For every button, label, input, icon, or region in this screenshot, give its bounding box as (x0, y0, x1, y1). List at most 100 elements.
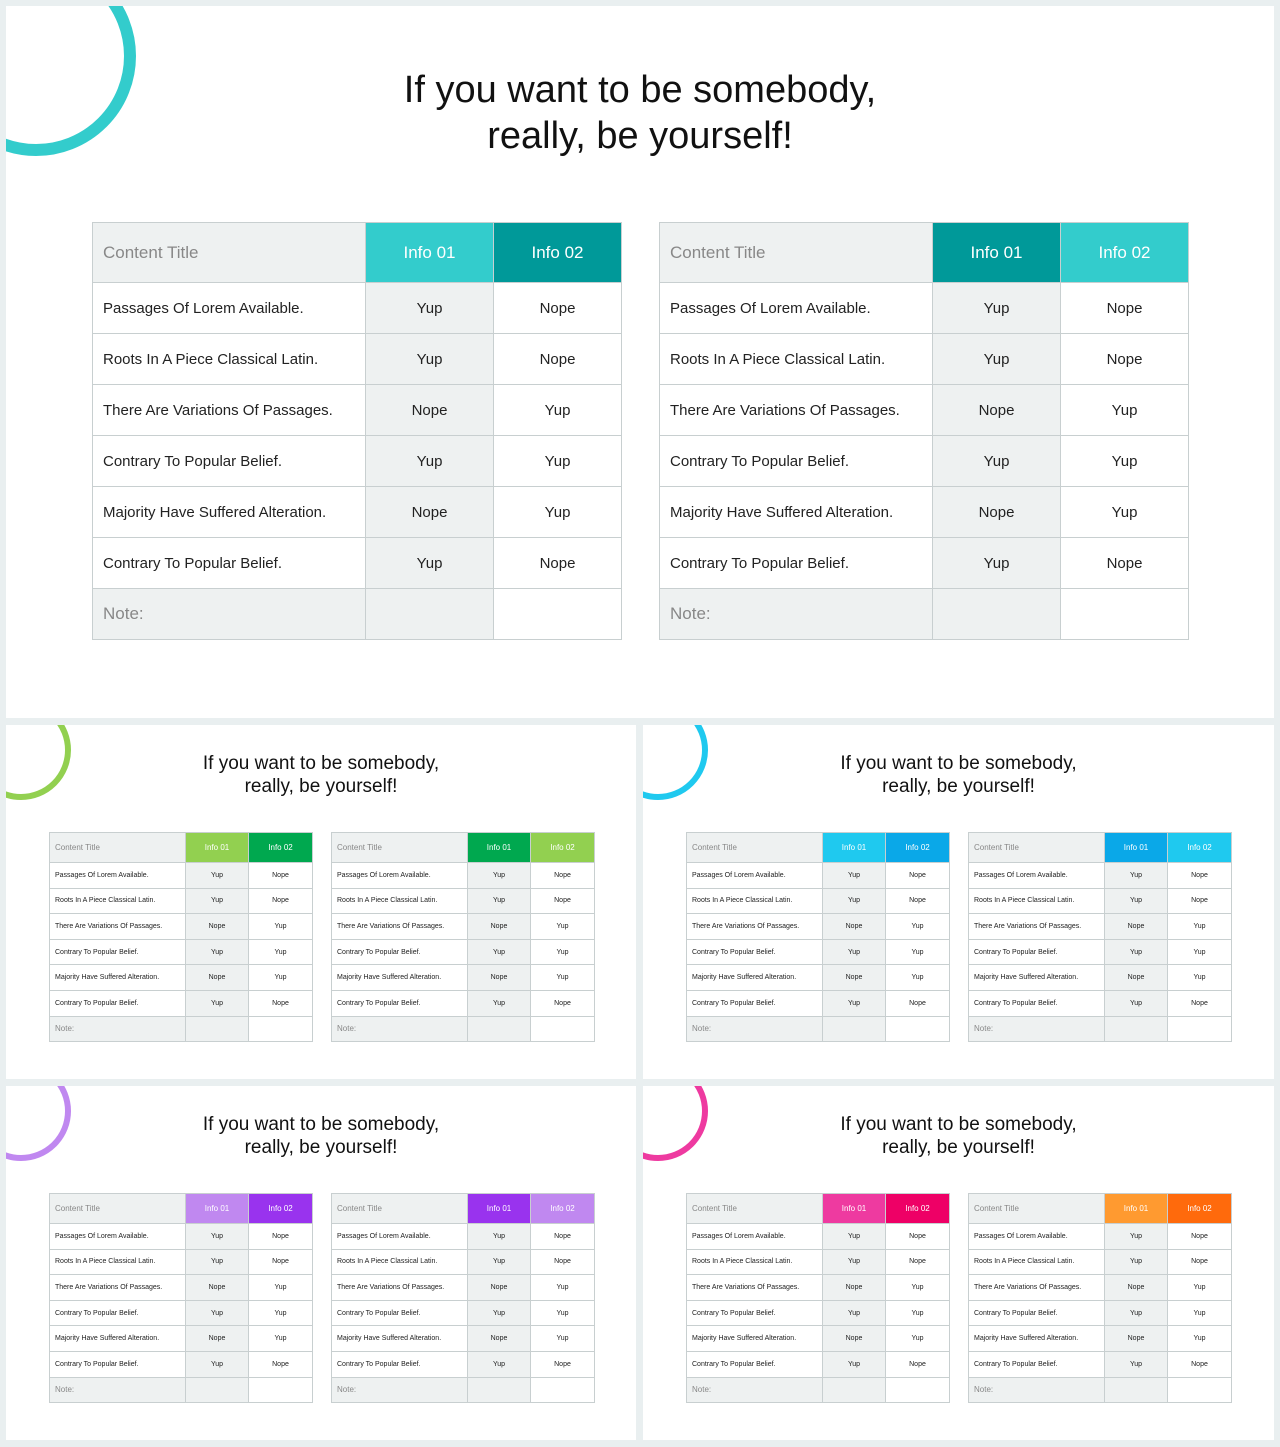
row-info-02: Yup (530, 1325, 595, 1352)
slide-title: If you want to be somebody, really, be y… (6, 68, 1274, 159)
row-info-02: Nope (248, 989, 313, 1017)
row-info-02: Nope (885, 1350, 950, 1378)
comparison-table-right: Content Title Info 01 Info 02 Passages Of L… (331, 1193, 595, 1404)
table-row: Majority Have Suffered Alteration. Nope Yu… (659, 486, 1189, 538)
row-label: Passages Of Lorem Available. (49, 1223, 186, 1250)
row-info-02: Yup (248, 1274, 313, 1301)
row-info-02: Yup (885, 964, 950, 991)
table-header-row: Content Title Info 01 Info 02 (968, 1193, 1232, 1224)
row-label: Roots In A Piece Classical Latin. (968, 1248, 1105, 1276)
row-label: Contrary To Popular Belief. (686, 989, 823, 1017)
table-row: Roots In A Piece Classical Latin. Yup Nope (686, 887, 950, 915)
table-header-row: Content Title Info 01 Info 02 (686, 832, 950, 863)
row-label: Contrary To Popular Belief. (331, 1299, 468, 1327)
row-info-02: Yup (530, 913, 595, 940)
header-info-02: Info 02 (530, 1193, 595, 1224)
row-info-02: Yup (248, 913, 313, 940)
table-row: Roots In A Piece Classical Latin. Yup Nope (331, 887, 595, 915)
row-info-02: Nope (885, 1248, 950, 1276)
header-content-title: Content Title (49, 1193, 186, 1224)
row-info-01: Yup (365, 333, 494, 385)
table-note-row: Note: (686, 1015, 950, 1043)
row-info-01: Nope (185, 1325, 249, 1352)
row-info-01: Yup (822, 1248, 886, 1276)
table-note-row: Note: (968, 1015, 1232, 1043)
row-info-02: Nope (1167, 1350, 1232, 1378)
table-note-row: Note: (686, 1376, 950, 1404)
table-row: Roots In A Piece Classical Latin. Yup Nope (49, 887, 313, 915)
note-label: Note: (968, 1376, 1105, 1404)
slide-green: If you want to be somebody, really, be y… (6, 725, 636, 1079)
row-label: Roots In A Piece Classical Latin. (49, 887, 186, 915)
row-label: Majority Have Suffered Alteration. (686, 1325, 823, 1352)
row-label: Contrary To Popular Belief. (659, 537, 933, 589)
row-info-01: Yup (185, 887, 249, 915)
note-info-02 (885, 1015, 950, 1043)
header-info-01: Info 01 (822, 1193, 886, 1224)
header-info-01: Info 01 (467, 1193, 531, 1224)
row-info-01: Yup (467, 1223, 531, 1250)
title-line-1: If you want to be somebody, (202, 1114, 440, 1135)
comparison-table-right: Content Title Info 01 Info 02 Passages Of L… (968, 1193, 1232, 1404)
row-info-01: Yup (185, 1299, 249, 1327)
note-info-02 (530, 1376, 595, 1404)
row-info-01: Yup (365, 282, 494, 334)
table-row: Contrary To Popular Belief. Yup Nope (49, 1350, 313, 1378)
note-info-01 (365, 588, 494, 640)
table-row: Contrary To Popular Belief. Yup Nope (968, 989, 1232, 1017)
table-row: Contrary To Popular Belief. Yup Yup (49, 1299, 313, 1327)
table-row: Contrary To Popular Belief. Yup Yup (49, 938, 313, 966)
row-info-01: Yup (822, 1223, 886, 1250)
row-info-01: Yup (467, 887, 531, 915)
table-row: Passages Of Lorem Available. Yup Nope (92, 282, 622, 334)
row-info-02: Yup (530, 964, 595, 991)
row-info-01: Yup (467, 989, 531, 1017)
row-info-01: Yup (365, 435, 494, 487)
table-row: Contrary To Popular Belief. Yup Nope (659, 537, 1189, 589)
table-row: Passages Of Lorem Available. Yup Nope (686, 1223, 950, 1250)
table-row: Contrary To Popular Belief. Yup Yup (686, 1299, 950, 1327)
row-info-01: Yup (467, 862, 531, 889)
row-info-02: Nope (530, 862, 595, 889)
row-info-01: Nope (1104, 964, 1168, 991)
row-info-01: Yup (467, 1299, 531, 1327)
row-info-01: Nope (822, 913, 886, 940)
table-row: Contrary To Popular Belief. Yup Nope (686, 989, 950, 1017)
note-label: Note: (92, 588, 366, 640)
row-info-02: Yup (1060, 486, 1189, 538)
note-info-02 (1167, 1015, 1232, 1043)
comparison-table-left: Content Title Info 01 Info 02 Passages Of L… (92, 222, 622, 640)
row-label: Contrary To Popular Belief. (49, 1350, 186, 1378)
table-header-row: Content Title Info 01 Info 02 (331, 1193, 595, 1224)
table-row: Roots In A Piece Classical Latin. Yup Nope (92, 333, 622, 385)
row-info-01: Yup (1104, 862, 1168, 889)
header-info-01: Info 01 (932, 222, 1061, 283)
table-row: There Are Variations Of Passages. Nope Yup (49, 1274, 313, 1301)
row-info-02: Nope (493, 333, 622, 385)
note-info-02 (1167, 1376, 1232, 1404)
header-info-01: Info 01 (185, 1193, 249, 1224)
note-info-02 (885, 1376, 950, 1404)
row-info-01: Yup (1104, 989, 1168, 1017)
table-row: Roots In A Piece Classical Latin. Yup Nope (49, 1248, 313, 1276)
table-row: Contrary To Popular Belief. Yup Nope (331, 989, 595, 1017)
row-info-02: Nope (1060, 537, 1189, 589)
row-label: Contrary To Popular Belief. (968, 989, 1105, 1017)
table-row: Passages Of Lorem Available. Yup Nope (968, 862, 1232, 889)
comparison-table-left: Content Title Info 01 Info 02 Passages Of L… (49, 1193, 313, 1404)
row-info-02: Yup (885, 1325, 950, 1352)
table-row: Majority Have Suffered Alteration. Nope Yu… (49, 1325, 313, 1352)
note-info-02 (248, 1376, 313, 1404)
table-row: Passages Of Lorem Available. Yup Nope (49, 1223, 313, 1250)
header-content-title: Content Title (331, 1193, 468, 1224)
table-row: Contrary To Popular Belief. Yup Yup (331, 938, 595, 966)
row-info-02: Nope (248, 1223, 313, 1250)
row-info-02: Yup (885, 1299, 950, 1327)
row-info-02: Nope (530, 1248, 595, 1276)
row-info-02: Nope (248, 887, 313, 915)
table-note-row: Note: (659, 588, 1189, 640)
table-row: Passages Of Lorem Available. Yup Nope (686, 862, 950, 889)
row-label: Passages Of Lorem Available. (968, 1223, 1105, 1250)
row-info-01: Nope (185, 913, 249, 940)
note-info-02 (1060, 588, 1189, 640)
